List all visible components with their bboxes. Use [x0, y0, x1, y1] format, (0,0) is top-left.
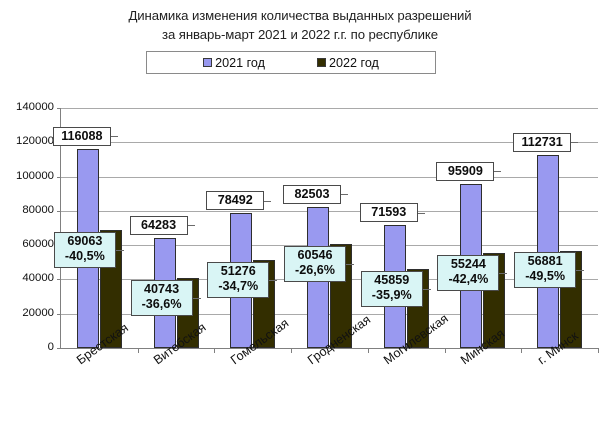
label-leader-line — [110, 136, 118, 138]
chart-title-line2: за январь-март 2021 и 2022 г.г. по респу… — [162, 27, 438, 42]
y-axis-label: 60000 — [22, 238, 54, 251]
label-leader-line — [345, 264, 354, 266]
data-label-2022-value: 40743 — [144, 282, 180, 297]
chart-legend: 2021 год 2022 год — [146, 51, 436, 74]
chart-category-group: 64283 40743 -36,6% — [129, 108, 216, 353]
data-label-2021: 116088 — [52, 126, 111, 146]
label-leader-line — [187, 225, 195, 227]
data-label-2022-change: -26,6% — [295, 263, 335, 278]
gridline — [61, 176, 598, 178]
y-axis-label: 140000 — [15, 101, 54, 113]
x-axis-tick — [214, 348, 216, 353]
label-leader-line — [571, 142, 579, 144]
label-leader-line — [494, 171, 502, 173]
y-axis-tick — [57, 313, 61, 315]
gridline — [61, 210, 598, 212]
legend-item-2021[interactable]: 2021 год — [203, 56, 265, 70]
x-axis-tick — [367, 348, 369, 353]
legend-swatch-2021 — [203, 58, 213, 67]
data-label-2022-value: 51276 — [220, 264, 256, 279]
data-label-2022: 45859 -35,9% — [360, 271, 423, 308]
chart-plot-area: 0 20000 40000 60000 80000 100000 120000 140000 1… — [16, 101, 599, 353]
data-label-2022: 40743 -36,6% — [130, 280, 193, 317]
data-label-2022-change: -35,9% — [371, 288, 412, 303]
chart-category-group: 116088 69063 -40,5% — [52, 108, 139, 353]
gridline — [61, 313, 598, 315]
data-label-2021: 82503 — [283, 184, 341, 204]
y-axis-tick — [57, 210, 61, 212]
y-axis-label: 40000 — [22, 272, 54, 285]
x-axis-tick — [521, 348, 523, 353]
y-axis-label: 80000 — [22, 203, 54, 216]
data-label-2022-change: -40,5% — [64, 248, 105, 263]
bar-2021[interactable] — [537, 154, 560, 348]
label-leader-line — [264, 200, 272, 202]
gridline — [61, 142, 598, 144]
label-leader-line — [499, 273, 508, 275]
x-axis-tick — [597, 348, 599, 353]
legend-label-2022: 2022 год — [329, 55, 379, 70]
chart-category-group: 71593 45859 -35,9% — [359, 108, 446, 353]
label-leader-line — [576, 270, 585, 272]
y-axis-tick — [57, 176, 61, 178]
data-label-2022-value: 69063 — [67, 233, 103, 248]
x-axis-tick — [137, 348, 139, 353]
y-axis-tick — [57, 108, 61, 109]
label-leader-line — [417, 212, 425, 214]
gridline — [61, 245, 598, 247]
label-leader-line — [269, 280, 278, 282]
label-leader-line — [422, 289, 431, 291]
chart-title: Динамика изменения количества выданных р… — [0, 6, 600, 44]
data-label-2022-value: 55244 — [450, 257, 486, 272]
legend-label-2021: 2021 год — [215, 55, 265, 70]
data-label-2022: 60546 -26,6% — [284, 246, 346, 283]
legend-swatch-2022 — [317, 58, 326, 67]
y-axis-label: 120000 — [15, 135, 54, 148]
label-leader-line — [340, 194, 348, 196]
chart-title-line1: Динамика изменения количества выданных р… — [128, 8, 472, 23]
chart-category-group: 78492 51276 -34,7% — [206, 108, 293, 353]
data-label-2022-change: -42,4% — [448, 272, 489, 287]
data-label-2021: 64283 — [129, 215, 188, 235]
data-label-2022-change: -34,7% — [218, 279, 259, 294]
x-axis-tick — [291, 348, 293, 353]
data-label-2022: 56881 -49,5% — [514, 252, 577, 289]
data-label-2022: 51276 -34,7% — [207, 262, 270, 299]
data-label-2022-change: -36,6% — [141, 297, 182, 312]
data-label-2022-value: 56881 — [527, 254, 563, 269]
y-axis-tick — [57, 279, 61, 281]
chart-category-group: 112731 56881 -49,5% — [513, 108, 599, 353]
gridline — [61, 108, 598, 109]
y-axis-label: 100000 — [15, 169, 54, 182]
label-leader-line — [192, 298, 201, 300]
label-leader-line — [115, 249, 124, 251]
data-label-2021: 71593 — [359, 203, 418, 223]
data-label-2022-value: 60546 — [297, 248, 333, 263]
data-label-2021: 112731 — [513, 132, 572, 152]
x-axis-tick — [444, 348, 446, 353]
data-label-2021: 95909 — [436, 161, 495, 181]
y-axis-tick — [57, 348, 61, 349]
legend-item-2022[interactable]: 2022 год — [317, 56, 379, 70]
data-label-2022: 55244 -42,4% — [437, 255, 500, 292]
y-axis-label: 20000 — [22, 306, 54, 319]
chart-category-group: 95909 55244 -42,4% — [436, 108, 523, 353]
y-axis-label: 0 — [47, 341, 54, 353]
data-label-2021: 78492 — [206, 191, 265, 211]
chart-category-group: 82503 60546 -26,6% — [283, 108, 369, 353]
data-label-2022: 69063 -40,5% — [53, 231, 116, 268]
data-label-2022-value: 45859 — [374, 273, 410, 288]
data-label-2022-change: -49,5% — [525, 269, 566, 284]
